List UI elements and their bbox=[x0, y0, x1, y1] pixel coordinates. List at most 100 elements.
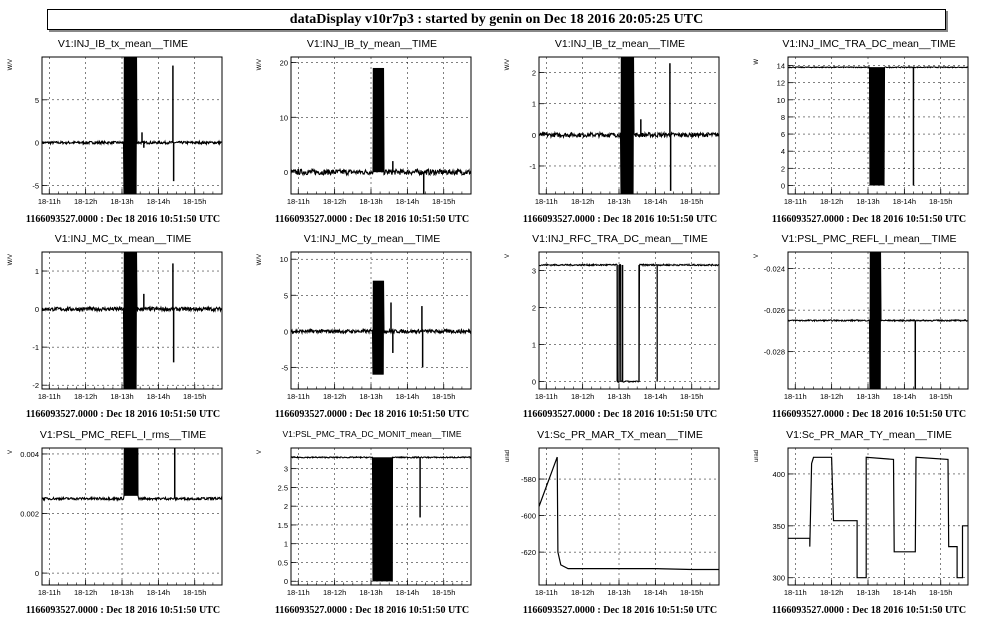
series-line bbox=[788, 252, 968, 389]
y-tick-label: 8 bbox=[781, 113, 785, 122]
plot-frame bbox=[41, 56, 223, 195]
chart-title: V1:INJ_IB_tx_mean__TIME bbox=[57, 38, 189, 50]
plot-frame bbox=[290, 251, 472, 390]
y-tick-label: 0 bbox=[532, 131, 536, 140]
y-tick-label: -1 bbox=[32, 343, 39, 352]
x-tick-label: 18-12h bbox=[323, 588, 346, 597]
x-tick-label: 18-12h bbox=[820, 392, 843, 401]
y-tick-label: 0 bbox=[35, 305, 39, 314]
x-tick-label: 18-15h bbox=[183, 588, 206, 597]
y-tick-label: 20 bbox=[280, 58, 288, 67]
y-axis-label: W/V bbox=[505, 59, 511, 70]
y-tick-label: 0.5 bbox=[278, 558, 288, 567]
series-line bbox=[42, 57, 222, 194]
y-tick-label: 0 bbox=[35, 139, 39, 148]
data-series bbox=[42, 252, 222, 389]
chart-panel: V1:INJ_MC_tx_mean__TIME -2 -1 0 1 18-11h 18-12… bbox=[0, 228, 246, 422]
x-tick-label: 18-14h bbox=[893, 588, 916, 597]
y-tick-label: -2 bbox=[32, 381, 39, 390]
chart-panel: V1:Sc_PR_MAR_TX_mean__TIME -620 -600 -580 18… bbox=[497, 424, 743, 618]
chart-title: V1:INJ_IB_ty_mean__TIME bbox=[306, 38, 438, 50]
y-tick-label: 10 bbox=[280, 113, 288, 122]
x-tick-label: 18-15h bbox=[680, 588, 703, 597]
x-tick-label: 18-15h bbox=[680, 197, 703, 206]
chart-caption: 1166093527.0000 : Dec 18 2016 10:51:50 U… bbox=[274, 214, 470, 225]
data-series bbox=[788, 456, 968, 579]
series-burst bbox=[372, 67, 384, 173]
chart-caption: 1166093527.0000 : Dec 18 2016 10:51:50 U… bbox=[522, 409, 718, 420]
y-tick-label: 12 bbox=[777, 79, 785, 88]
series-burst bbox=[123, 57, 137, 194]
y-tick-label: -0.026 bbox=[764, 306, 785, 315]
y-tick-label: 10 bbox=[777, 96, 785, 105]
x-tick-label: 18-13h bbox=[607, 588, 630, 597]
y-axis-label: urad bbox=[754, 450, 760, 462]
plot-frame bbox=[787, 56, 969, 195]
x-tick-label: 18-12h bbox=[820, 197, 843, 206]
y-tick-label: 0 bbox=[35, 569, 39, 578]
series-burst bbox=[372, 280, 384, 375]
y-axis-label: W bbox=[754, 59, 760, 65]
y-tick-label: 1 bbox=[35, 267, 39, 276]
x-tick-label: 18-13h bbox=[359, 588, 382, 597]
x-tick-label: 18-14h bbox=[644, 588, 667, 597]
series-line bbox=[539, 262, 719, 384]
chart-panel: V1:INJ_RFC_TRA_DC_mean__TIME 0 1 2 3 18-11h 18… bbox=[497, 228, 743, 422]
data-series bbox=[291, 67, 471, 194]
y-tick-label: 2 bbox=[532, 69, 536, 78]
x-tick-label: 18-12h bbox=[323, 392, 346, 401]
y-tick-label: 5 bbox=[284, 291, 288, 300]
chart-caption: 1166093527.0000 : Dec 18 2016 10:51:50 U… bbox=[771, 605, 967, 616]
chart-title: V1:INJ_IB_tz_mean__TIME bbox=[554, 38, 686, 50]
chart-title: V1:Sc_PR_MAR_TY_mean__TIME bbox=[786, 429, 952, 441]
x-tick-label: 18-11h bbox=[287, 197, 310, 206]
chart-panel: V1:PSL_PMC_REFL_I_mean__TIME -0.028 -0.026… bbox=[746, 228, 992, 422]
x-tick-label: 18-11h bbox=[535, 392, 558, 401]
y-tick-label: 350 bbox=[772, 522, 785, 531]
y-tick-label: 0 bbox=[284, 577, 288, 586]
y-tick-label: 0 bbox=[532, 378, 536, 387]
chart-panel: V1:INJ_IMC_TRA_DC_mean__TIME 0 2 4 6 8 10 12 14 1… bbox=[746, 33, 992, 227]
series-burst bbox=[372, 457, 393, 582]
y-tick-label: -5 bbox=[281, 363, 288, 372]
x-tick-label: 18-13h bbox=[856, 588, 879, 597]
x-tick-label: 18-11h bbox=[535, 197, 558, 206]
x-tick-label: 18-14h bbox=[893, 197, 916, 206]
chart-plot: -1 0 1 2 18-11h 18-12h 18-13h 18-14h 18-15h W/V bbox=[505, 56, 720, 206]
chart-caption: 1166093527.0000 : Dec 18 2016 10:51:50 U… bbox=[25, 214, 221, 225]
data-series bbox=[788, 65, 968, 186]
chart-plot: 0 0.002 0.004 18-11h 18-12h 18-13h 18-14h 18-15… bbox=[8, 447, 223, 597]
chart-title: V1:INJ_IMC_TRA_DC_mean__TIME bbox=[782, 38, 956, 50]
x-tick-label: 18-13h bbox=[110, 197, 133, 206]
x-tick-label: 18-11h bbox=[38, 197, 61, 206]
y-axis-label: W/V bbox=[257, 254, 263, 265]
y-tick-label: 0 bbox=[284, 168, 288, 177]
chart-panel: V1:Sc_PR_MAR_TY_mean__TIME 300 350 400 18-11… bbox=[746, 424, 992, 618]
chart-panel: V1:INJ_IB_tz_mean__TIME -1 0 1 2 18-11h 18-12h… bbox=[497, 33, 743, 227]
chart-caption: 1166093527.0000 : Dec 18 2016 10:51:50 U… bbox=[771, 409, 967, 420]
chart-panel: V1:INJ_MC_ty_mean__TIME -5 0 5 10 18-11h 18-12… bbox=[249, 228, 495, 422]
page-title: dataDisplay v10r7p3 : started by genin o… bbox=[289, 11, 704, 27]
x-tick-label: 18-15h bbox=[432, 588, 455, 597]
series-burst bbox=[869, 67, 885, 186]
x-tick-label: 18-11h bbox=[784, 392, 807, 401]
x-tick-label: 18-12h bbox=[571, 588, 594, 597]
chart-panel: V1:PSL_PMC_TRA_DC_MONIT_mean__TIME 0 0.5 1 1… bbox=[249, 424, 495, 618]
y-tick-label: 2 bbox=[781, 164, 785, 173]
x-tick-label: 18-11h bbox=[784, 588, 807, 597]
x-tick-label: 18-14h bbox=[147, 588, 170, 597]
y-axis-label: urad bbox=[505, 450, 511, 462]
series-burst bbox=[123, 252, 137, 389]
x-tick-label: 18-11h bbox=[535, 588, 558, 597]
x-tick-label: 18-15h bbox=[183, 197, 206, 206]
x-tick-label: 18-11h bbox=[784, 197, 807, 206]
x-tick-label: 18-13h bbox=[607, 392, 630, 401]
y-tick-label: 3 bbox=[284, 465, 288, 474]
chart-title: V1:INJ_RFC_TRA_DC_mean__TIME bbox=[532, 233, 708, 245]
x-tick-label: 18-13h bbox=[110, 392, 133, 401]
y-tick-label: -0.028 bbox=[764, 348, 785, 357]
y-axis-label: V bbox=[754, 254, 760, 258]
y-tick-label: 400 bbox=[772, 470, 785, 479]
chart-plot: -0.028 -0.026 -0.024 18-11h 18-12h 18-13h 18-1… bbox=[754, 251, 969, 401]
series-burst bbox=[123, 448, 139, 496]
